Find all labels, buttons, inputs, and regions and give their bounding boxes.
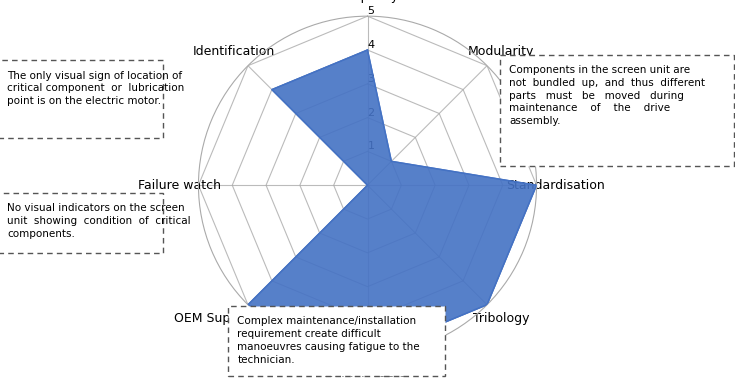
Text: The only visual sign of location of
critical component  or  lubrication
point is: The only visual sign of location of crit… <box>7 71 184 106</box>
Text: No visual indicators on the screen
unit  showing  condition  of  critical
compon: No visual indicators on the screen unit … <box>7 203 191 239</box>
Polygon shape <box>248 50 537 354</box>
Text: Complex maintenance/installation
requirement create difficult
manoeuvres causing: Complex maintenance/installation require… <box>237 316 420 365</box>
Text: Components in the screen unit are
not  bundled  up,  and  thus  different
parts : Components in the screen unit are not bu… <box>509 65 706 126</box>
